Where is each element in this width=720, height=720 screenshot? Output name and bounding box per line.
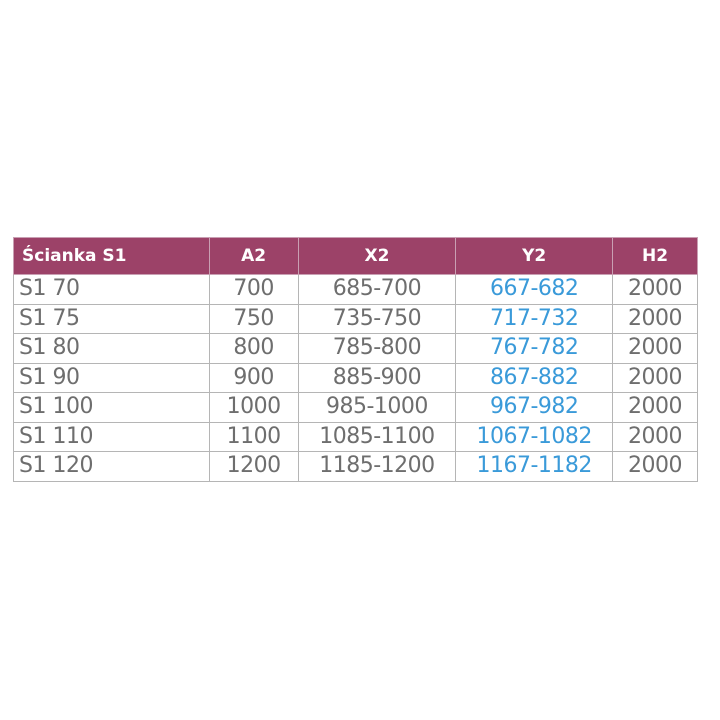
table-row: S1 75 750 735-750 717-732 2000 <box>13 303 698 334</box>
table-cell: 1067-1082 <box>455 421 614 452</box>
table-row: S1 110 1100 1085-1100 1067-1082 2000 <box>13 421 698 452</box>
table-cell: 1167-1182 <box>455 451 614 482</box>
table-cell: 867-882 <box>455 362 614 393</box>
table-cell: 900 <box>208 362 299 393</box>
table-row: S1 90 900 885-900 867-882 2000 <box>13 362 698 393</box>
table-cell: 2000 <box>612 362 698 393</box>
table-cell: S1 100 <box>13 392 210 423</box>
table-cell: S1 110 <box>13 421 210 452</box>
table-cell: 2000 <box>612 274 698 305</box>
table-cell: 885-900 <box>297 362 457 393</box>
table-cell: 735-750 <box>297 303 457 334</box>
table-cell: 767-782 <box>455 333 614 364</box>
header-cell: H2 <box>612 237 698 275</box>
header-cell: Y2 <box>455 237 614 275</box>
table-row: S1 100 1000 985-1000 967-982 2000 <box>13 392 698 423</box>
dimensions-table: Ścianka S1 A2 X2 Y2 H2 S1 70 700 685-700 66… <box>13 237 698 482</box>
table-cell: 2000 <box>612 333 698 364</box>
table-cell: 1200 <box>208 451 299 482</box>
table-row: S1 120 1200 1185-1200 1167-1182 2000 <box>13 451 698 482</box>
table-cell: 2000 <box>612 392 698 423</box>
table-cell: 1100 <box>208 421 299 452</box>
table-cell: 800 <box>208 333 299 364</box>
header-row: Ścianka S1 A2 X2 Y2 H2 <box>13 237 698 275</box>
header-cell: Ścianka S1 <box>13 237 210 275</box>
table-cell: 667-682 <box>455 274 614 305</box>
table-cell: 785-800 <box>297 333 457 364</box>
table-cell: 2000 <box>612 303 698 334</box>
table-cell: 985-1000 <box>297 392 457 423</box>
table-cell: 685-700 <box>297 274 457 305</box>
table-cell: 750 <box>208 303 299 334</box>
table-cell: 967-982 <box>455 392 614 423</box>
table-cell: 1185-1200 <box>297 451 457 482</box>
table-cell: S1 80 <box>13 333 210 364</box>
table-row: S1 70 700 685-700 667-682 2000 <box>13 274 698 305</box>
table-cell: 1085-1100 <box>297 421 457 452</box>
table-cell: S1 90 <box>13 362 210 393</box>
table-cell: 1000 <box>208 392 299 423</box>
table-row: S1 80 800 785-800 767-782 2000 <box>13 333 698 364</box>
table-cell: S1 70 <box>13 274 210 305</box>
table-cell: 2000 <box>612 451 698 482</box>
table-cell: 717-732 <box>455 303 614 334</box>
table-cell: 2000 <box>612 421 698 452</box>
table-cell: 700 <box>208 274 299 305</box>
header-cell: X2 <box>297 237 457 275</box>
table-cell: S1 120 <box>13 451 210 482</box>
header-cell: A2 <box>208 237 299 275</box>
table-cell: S1 75 <box>13 303 210 334</box>
